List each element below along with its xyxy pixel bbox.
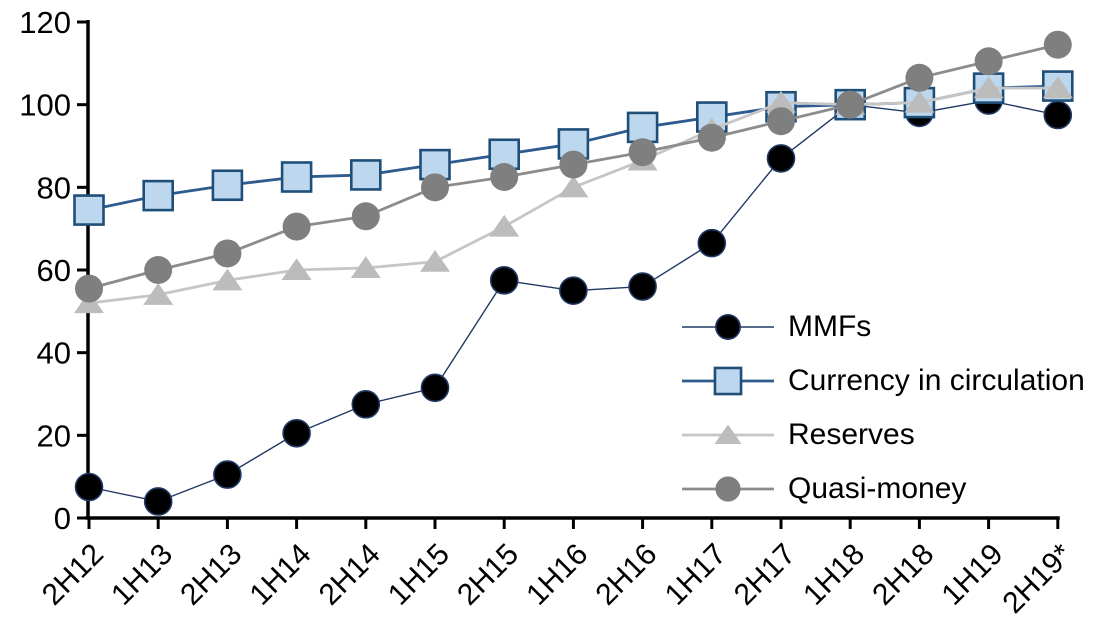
series-quasi-money	[75, 30, 1072, 303]
y-tick-label: 0	[54, 501, 71, 536]
x-tick-label: 1H19	[936, 538, 1010, 612]
y-tick-label: 60	[37, 253, 71, 288]
x-tick-label: 1H14	[244, 538, 318, 612]
circle-marker	[351, 202, 380, 231]
x-tick-label: 2H14	[313, 538, 387, 612]
square-marker	[211, 169, 244, 202]
circle-marker	[75, 274, 103, 303]
legend-item-reserves: Reserves	[682, 418, 1085, 452]
triangle-marker	[420, 250, 450, 272]
legend-marker	[682, 314, 774, 340]
legend-marker	[682, 476, 774, 502]
legend-label: Quasi-money	[788, 472, 967, 505]
circle-marker	[420, 373, 450, 403]
circle-marker	[213, 239, 242, 268]
y-tick-label: 20	[37, 418, 71, 453]
square-marker	[349, 159, 382, 191]
circle-marker	[905, 63, 934, 92]
circle-marker	[559, 150, 588, 179]
y-tick-label: 40	[37, 336, 71, 371]
x-tick-label: 2H17	[728, 538, 802, 612]
circle-marker	[489, 266, 519, 295]
legend-marker	[682, 424, 774, 445]
legend-item-currency-in-circulation: Currency in circulation	[682, 364, 1085, 398]
y-tick-label: 80	[37, 170, 71, 205]
x-tick-label: 2H18	[866, 538, 940, 612]
legend-label: Reserves	[788, 418, 915, 451]
square-marker	[73, 194, 105, 226]
x-tick-label: 1H16	[520, 538, 594, 612]
circle-marker	[490, 163, 519, 191]
y-tick-label: 120	[19, 5, 71, 40]
square-marker	[280, 161, 313, 193]
circle-marker	[144, 256, 173, 284]
x-tick-label: 2H13	[174, 538, 248, 612]
triangle-marker	[973, 76, 1004, 99]
circle-marker	[697, 123, 726, 152]
triangle-marker	[1042, 76, 1073, 99]
circle-marker	[628, 138, 657, 167]
x-tick-label: 1H18	[797, 538, 871, 612]
circle-marker	[628, 272, 657, 301]
x-tick-label: 1H13	[105, 538, 179, 612]
circle-marker	[421, 173, 449, 202]
circle-marker	[697, 228, 727, 258]
circle-marker	[74, 472, 104, 502]
circle-marker	[1043, 100, 1073, 130]
triangle-marker	[766, 90, 796, 113]
triangle-marker	[281, 258, 312, 281]
circle-marker	[282, 418, 311, 448]
legend-label: MMFs	[788, 310, 872, 343]
x-tick-label: 1H17	[659, 538, 733, 612]
y-tick-label: 100	[19, 88, 71, 123]
triangle-marker	[489, 214, 520, 237]
legend-item-mmfs: MMFs	[682, 310, 1085, 344]
circle-marker	[351, 390, 381, 419]
x-tick-label: 1H15	[382, 538, 456, 612]
circle-marker	[1043, 30, 1072, 59]
square-marker	[488, 138, 521, 171]
circle-marker	[559, 276, 588, 305]
legend-marker	[682, 366, 774, 396]
triangle-marker	[714, 424, 742, 445]
circle-marker	[715, 476, 741, 502]
circle-marker	[715, 314, 741, 340]
x-tick-label: 2H19*	[996, 537, 1079, 620]
x-tick-label: 2H15	[451, 538, 525, 612]
circle-marker	[282, 212, 311, 241]
triangle-marker	[350, 256, 381, 278]
x-tick-label: 2H16	[590, 538, 664, 612]
circle-marker	[143, 487, 173, 516]
legend-item-quasi-money: Quasi-money	[682, 472, 1085, 506]
x-tick-label: 2H12	[36, 538, 110, 612]
square-marker	[142, 179, 174, 212]
legend-label: Currency in circulation	[788, 364, 1085, 397]
legend: MMFs Currency in circulation Reserves Quasi…	[682, 310, 1085, 506]
circle-marker	[213, 460, 242, 489]
triangle-marker	[904, 90, 935, 113]
triangle-marker	[558, 175, 589, 198]
square-marker	[713, 366, 743, 396]
triangle-marker	[212, 268, 243, 291]
series-currency-in-circulation	[73, 70, 1074, 226]
circle-marker	[974, 47, 1003, 76]
circle-marker	[766, 144, 796, 173]
square-marker	[626, 111, 659, 144]
circle-marker	[836, 90, 865, 119]
circle-marker	[767, 107, 795, 136]
triangle-marker	[143, 283, 174, 305]
